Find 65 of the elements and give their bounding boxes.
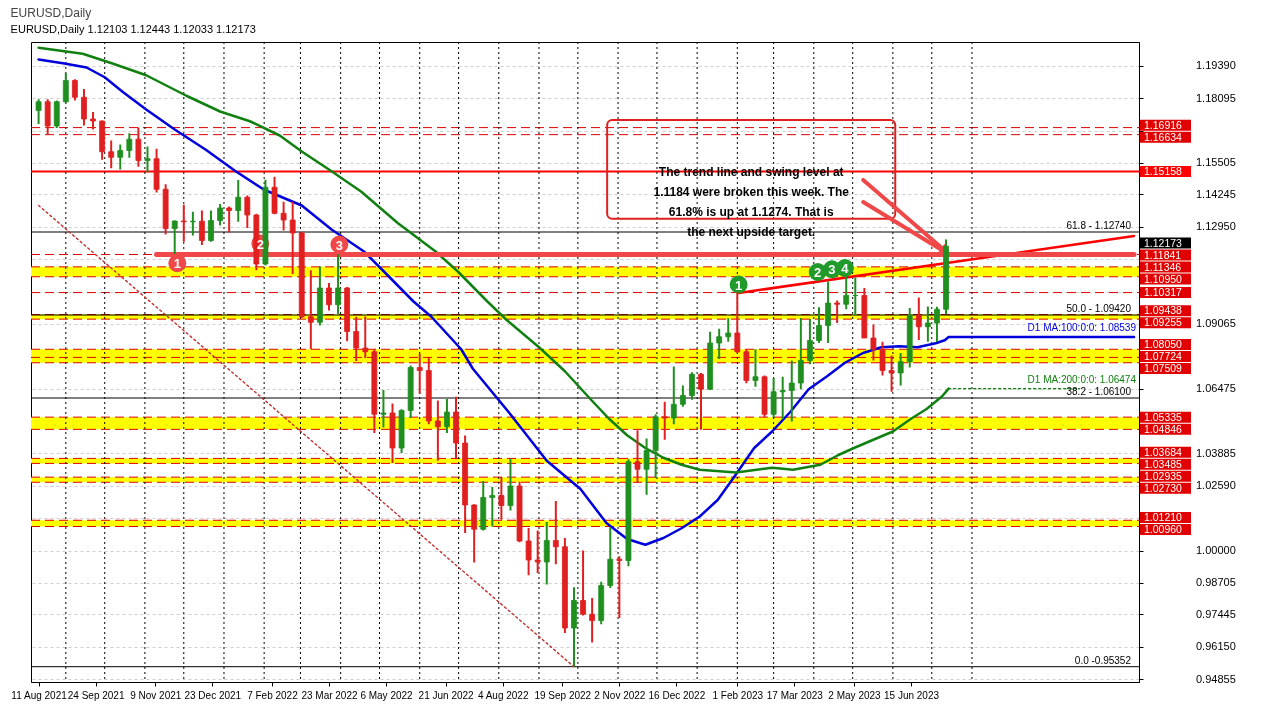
series-label: D1 MA:100:0:0: 1.08539 [1027, 322, 1137, 334]
ref-line-label: 1.15158 [1144, 165, 1183, 178]
x-tick-label: 24 Sep 2021 [67, 689, 125, 701]
x-tick-label: 16 Dec 2022 [648, 689, 706, 701]
x-tick-label: 6 May 2022 [360, 689, 414, 701]
ref-line-label: 1.08050 [1144, 337, 1183, 350]
x-tick-label: 9 Nov 2021 [130, 689, 182, 701]
y-tick-label: 0.94855 [1196, 672, 1236, 685]
annotation: 2 [814, 265, 822, 280]
annotation: 0.0 -0.95352 [1074, 654, 1132, 666]
x-tick-label: 21 Jun 2022 [418, 689, 475, 701]
ref-line-label: 1.10317 [1144, 286, 1183, 299]
ref-line-label: 1.09255 [1144, 316, 1183, 329]
annotation: 1 [173, 256, 181, 272]
x-tick-label: 7 Feb 2022 [247, 689, 299, 701]
ref-line-label: 1.05335 [1144, 410, 1183, 423]
annotation: 38.2 - 1.06100 [1066, 386, 1132, 397]
ref-line-label: 1.02730 [1144, 481, 1183, 494]
ref-line-label: 1.11346 [1144, 260, 1182, 273]
y-tick-label: 1.12950 [1196, 220, 1236, 233]
y-tick-label: 1.02590 [1196, 479, 1236, 492]
x-tick-label: 17 Mar 2023 [766, 689, 824, 701]
text: 1.12173 [1144, 236, 1183, 249]
x-tick-label: 11 Aug 2021 [11, 689, 68, 701]
y-tick-label: 0.98705 [1196, 576, 1236, 589]
y-tick-label: 1.19390 [1196, 59, 1236, 72]
ref-line-label: 1.00960 [1144, 522, 1183, 535]
x-tick-label: 19 Sep 2022 [534, 689, 592, 701]
ref-line-label: 1.01210 [1144, 510, 1183, 523]
y-tick-label: 1.14245 [1196, 187, 1236, 200]
x-tick-label: 2 Nov 2022 [594, 689, 646, 701]
ref-line-label: 1.09438 [1144, 304, 1183, 317]
y-tick-label: 1.18095 [1196, 91, 1236, 104]
y-tick-label: 1.15505 [1196, 156, 1236, 169]
ref-line-label: 1.03684 [1144, 445, 1183, 458]
x-tick-label: 4 Aug 2022 [477, 689, 529, 701]
x-tick-label: 2 May 2023 [828, 689, 882, 701]
annotation: 3 [335, 237, 343, 253]
y-tick-label: 1.00000 [1196, 544, 1236, 556]
y-tick-label: 1.03885 [1196, 446, 1236, 459]
y-tick-label: 1.06475 [1196, 382, 1236, 395]
ref-line-label: 1.04846 [1144, 422, 1183, 435]
annotation: 50.0 - 1.09420 [1066, 303, 1132, 314]
annotation: 3 [828, 262, 836, 278]
ref-line-label: 1.03485 [1144, 457, 1183, 470]
x-tick-label: 15 Jun 2023 [884, 689, 940, 701]
annotation: 1 [735, 277, 743, 293]
chart-title: EURUSD,Daily [10, 5, 92, 20]
x-tick-label: 1 Feb 2023 [712, 689, 764, 701]
text: D1 MA:200:0:0: 1.06474 [1027, 373, 1137, 385]
y-tick-label: 0.96150 [1196, 640, 1236, 653]
ref-line-label: 1.07509 [1144, 361, 1183, 374]
annotation: 61.8 - 1.12740 [1066, 220, 1132, 231]
ref-line-label: 1.16916 [1144, 118, 1183, 131]
ref-line-label: 1.11841 [1144, 248, 1182, 261]
ref-line-label: 1.02935 [1144, 469, 1183, 482]
chart-subtitle: EURUSD,Daily 1.12103 1.12443 1.12033 1.12173 [10, 22, 256, 35]
annotation: 4 [841, 261, 850, 276]
y-tick-label: 1.09065 [1196, 317, 1236, 330]
y-tick-label: 0.97445 [1196, 607, 1236, 620]
ref-line-label: 1.07724 [1144, 349, 1183, 362]
x-tick-label: 23 Mar 2022 [301, 689, 358, 701]
ref-line-label: 1.16634 [1144, 130, 1183, 143]
ref-line-label: 1.10950 [1144, 272, 1183, 285]
x-tick-label: 23 Dec 2021 [184, 689, 242, 701]
